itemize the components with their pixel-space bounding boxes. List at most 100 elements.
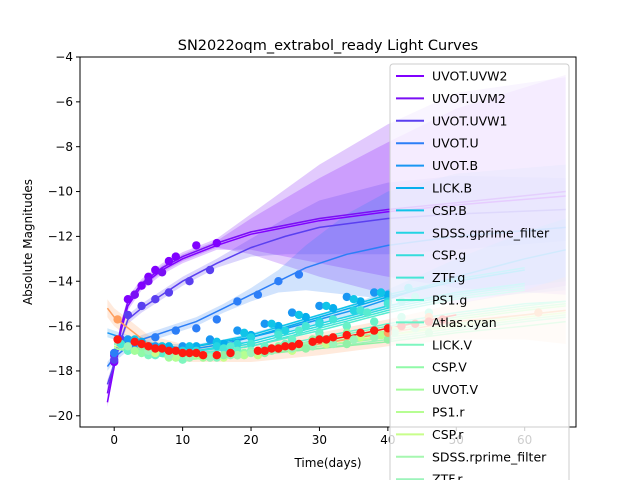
data-point-ps1-r xyxy=(171,353,180,362)
data-point-uvot-uvw2 xyxy=(164,256,174,266)
data-point-uvot-u xyxy=(192,324,201,333)
data-point-csp-g xyxy=(315,319,324,328)
data-point-csp-b xyxy=(240,328,249,337)
data-point-lick-b xyxy=(356,297,365,306)
data-point-csp-g xyxy=(233,339,242,349)
data-point-ztf-r xyxy=(328,339,338,349)
data-point-series-22 xyxy=(356,328,365,337)
data-point-lick-b xyxy=(301,312,310,322)
data-point-uvot-b xyxy=(315,301,324,311)
data-point-ztf-r xyxy=(370,333,379,342)
data-point-uvot-u xyxy=(294,270,304,279)
data-point-uvot-uvw1 xyxy=(185,277,194,286)
data-point-series-22 xyxy=(164,346,174,355)
data-point-uvot-uvw1 xyxy=(151,295,160,304)
data-point-series-22 xyxy=(308,337,317,346)
data-point-ztf-g xyxy=(301,321,310,331)
data-point-sdss-gprime-filter xyxy=(281,326,290,335)
x-tick-label: 10 xyxy=(175,433,190,447)
data-point-uvot-uvw1 xyxy=(205,265,215,275)
data-point-series-22 xyxy=(178,348,187,358)
legend-label-uvot-uvw2: UVOT.UVW2 xyxy=(432,69,507,84)
data-point-series-22 xyxy=(185,348,194,358)
y-axis-ticks: −20 −18 −16 −14 −12 −10 −8 −6 −4 xyxy=(48,50,80,423)
data-point-series-22 xyxy=(130,337,139,346)
data-point-uvot-b xyxy=(205,335,215,344)
axes xyxy=(79,56,577,428)
observed-points xyxy=(110,238,543,367)
legend-label-csp-r: CSP.r xyxy=(432,427,464,442)
x-axis-label: Time(days) xyxy=(293,456,361,470)
data-point-lick-v xyxy=(178,355,187,364)
data-point-uvot-uvw1 xyxy=(164,288,174,297)
data-point-uvot-v xyxy=(130,346,139,355)
data-point-series-22 xyxy=(260,346,269,355)
legend-label-sdss-rprime-filter: SDSS.rprime_filter xyxy=(432,449,547,464)
data-point-ztf-g xyxy=(219,344,228,353)
data-point-series-22 xyxy=(192,348,201,358)
data-point-uvot-uvw1 xyxy=(137,301,146,311)
data-point-ztf-r xyxy=(246,348,256,358)
data-point-ps1-g xyxy=(226,342,235,351)
legend-box xyxy=(389,63,570,480)
plot-frame xyxy=(79,56,577,428)
data-point-series-22 xyxy=(144,342,153,351)
legend-items: UVOT.UVW2 UVOT.UVM2 UVOT.UVW1 UVOT.U UVOT.B L… xyxy=(396,69,550,480)
data-point-series-22 xyxy=(212,351,221,360)
y-tick-label: −18 xyxy=(48,364,73,378)
data-point-uvot-u xyxy=(110,348,119,358)
data-point-uvot-uvw2 xyxy=(137,281,146,290)
legend-label-ztf-g: ZTF.g xyxy=(432,270,465,285)
legend-label-uvot-u: UVOT.U xyxy=(432,136,479,151)
data-point-uvot-u xyxy=(274,277,283,286)
data-point-csp-b xyxy=(349,295,358,304)
data-point-series-22 xyxy=(322,335,331,344)
data-point-uvot-uvw2 xyxy=(192,241,201,250)
data-point-csp-v xyxy=(137,348,146,358)
x-tick-label: 0 xyxy=(110,433,118,447)
data-point-csp-b xyxy=(376,288,386,297)
data-point-sdss-gprime-filter xyxy=(246,333,256,342)
y-tick-label: −6 xyxy=(55,95,73,109)
data-point-ps1-r xyxy=(240,351,249,360)
data-point-atlas-cyan xyxy=(287,335,297,344)
data-point-uvot-uvw2 xyxy=(212,238,221,248)
data-point-ztf-r xyxy=(123,342,133,351)
legend: UVOT.UVW2 UVOT.UVM2 UVOT.UVW1 UVOT.U UVOT.B L… xyxy=(389,63,570,480)
data-point-ztf-r xyxy=(205,353,215,362)
legend-label-ps1-r: PS1.r xyxy=(432,405,465,420)
data-point-uvot-uvw2 xyxy=(123,295,133,304)
data-point-atlas-orange xyxy=(342,339,351,349)
y-tick-label: −12 xyxy=(48,230,73,244)
y-tick-label: −10 xyxy=(48,185,73,199)
legend-label-csp-v: CSP.V xyxy=(432,360,467,375)
data-point-series-22 xyxy=(315,335,324,344)
data-point-sdss-rprime-filter xyxy=(233,351,242,360)
legend-label-uvot-b: UVOT.B xyxy=(432,158,478,173)
data-point-series-22 xyxy=(253,346,263,355)
data-point-uvot-uvw1 xyxy=(123,310,133,320)
data-point-series-22 xyxy=(281,342,290,351)
legend-label-atlas-cyan: Atlas.cyan xyxy=(432,315,497,330)
data-point-ztf-g xyxy=(328,315,338,324)
data-point-ztf-g xyxy=(246,339,256,349)
data-point-ps1-r xyxy=(376,330,386,340)
data-point-series-22 xyxy=(342,330,351,340)
data-point-uvot-u xyxy=(233,297,242,306)
y-tick-label: −8 xyxy=(55,140,73,154)
legend-label-ztf-r: ZTF.r xyxy=(432,472,463,480)
data-point-series-22 xyxy=(294,339,304,349)
data-point-atlas-orange xyxy=(219,351,228,360)
data-point-series-22 xyxy=(151,344,160,353)
data-point-series-22 xyxy=(226,348,235,358)
data-point-uvot-u xyxy=(151,333,160,342)
data-point-sdss-gprime-filter xyxy=(349,306,358,315)
y-tick-label: −16 xyxy=(48,319,73,333)
y-tick-label: −4 xyxy=(55,50,73,64)
data-point-uvot-uvm2 xyxy=(130,290,139,299)
data-point-lick-b xyxy=(328,304,338,313)
data-point-sdss-gprime-filter xyxy=(212,342,221,351)
data-point-uvot-b xyxy=(233,326,242,335)
data-point-uvot-b xyxy=(370,288,379,297)
